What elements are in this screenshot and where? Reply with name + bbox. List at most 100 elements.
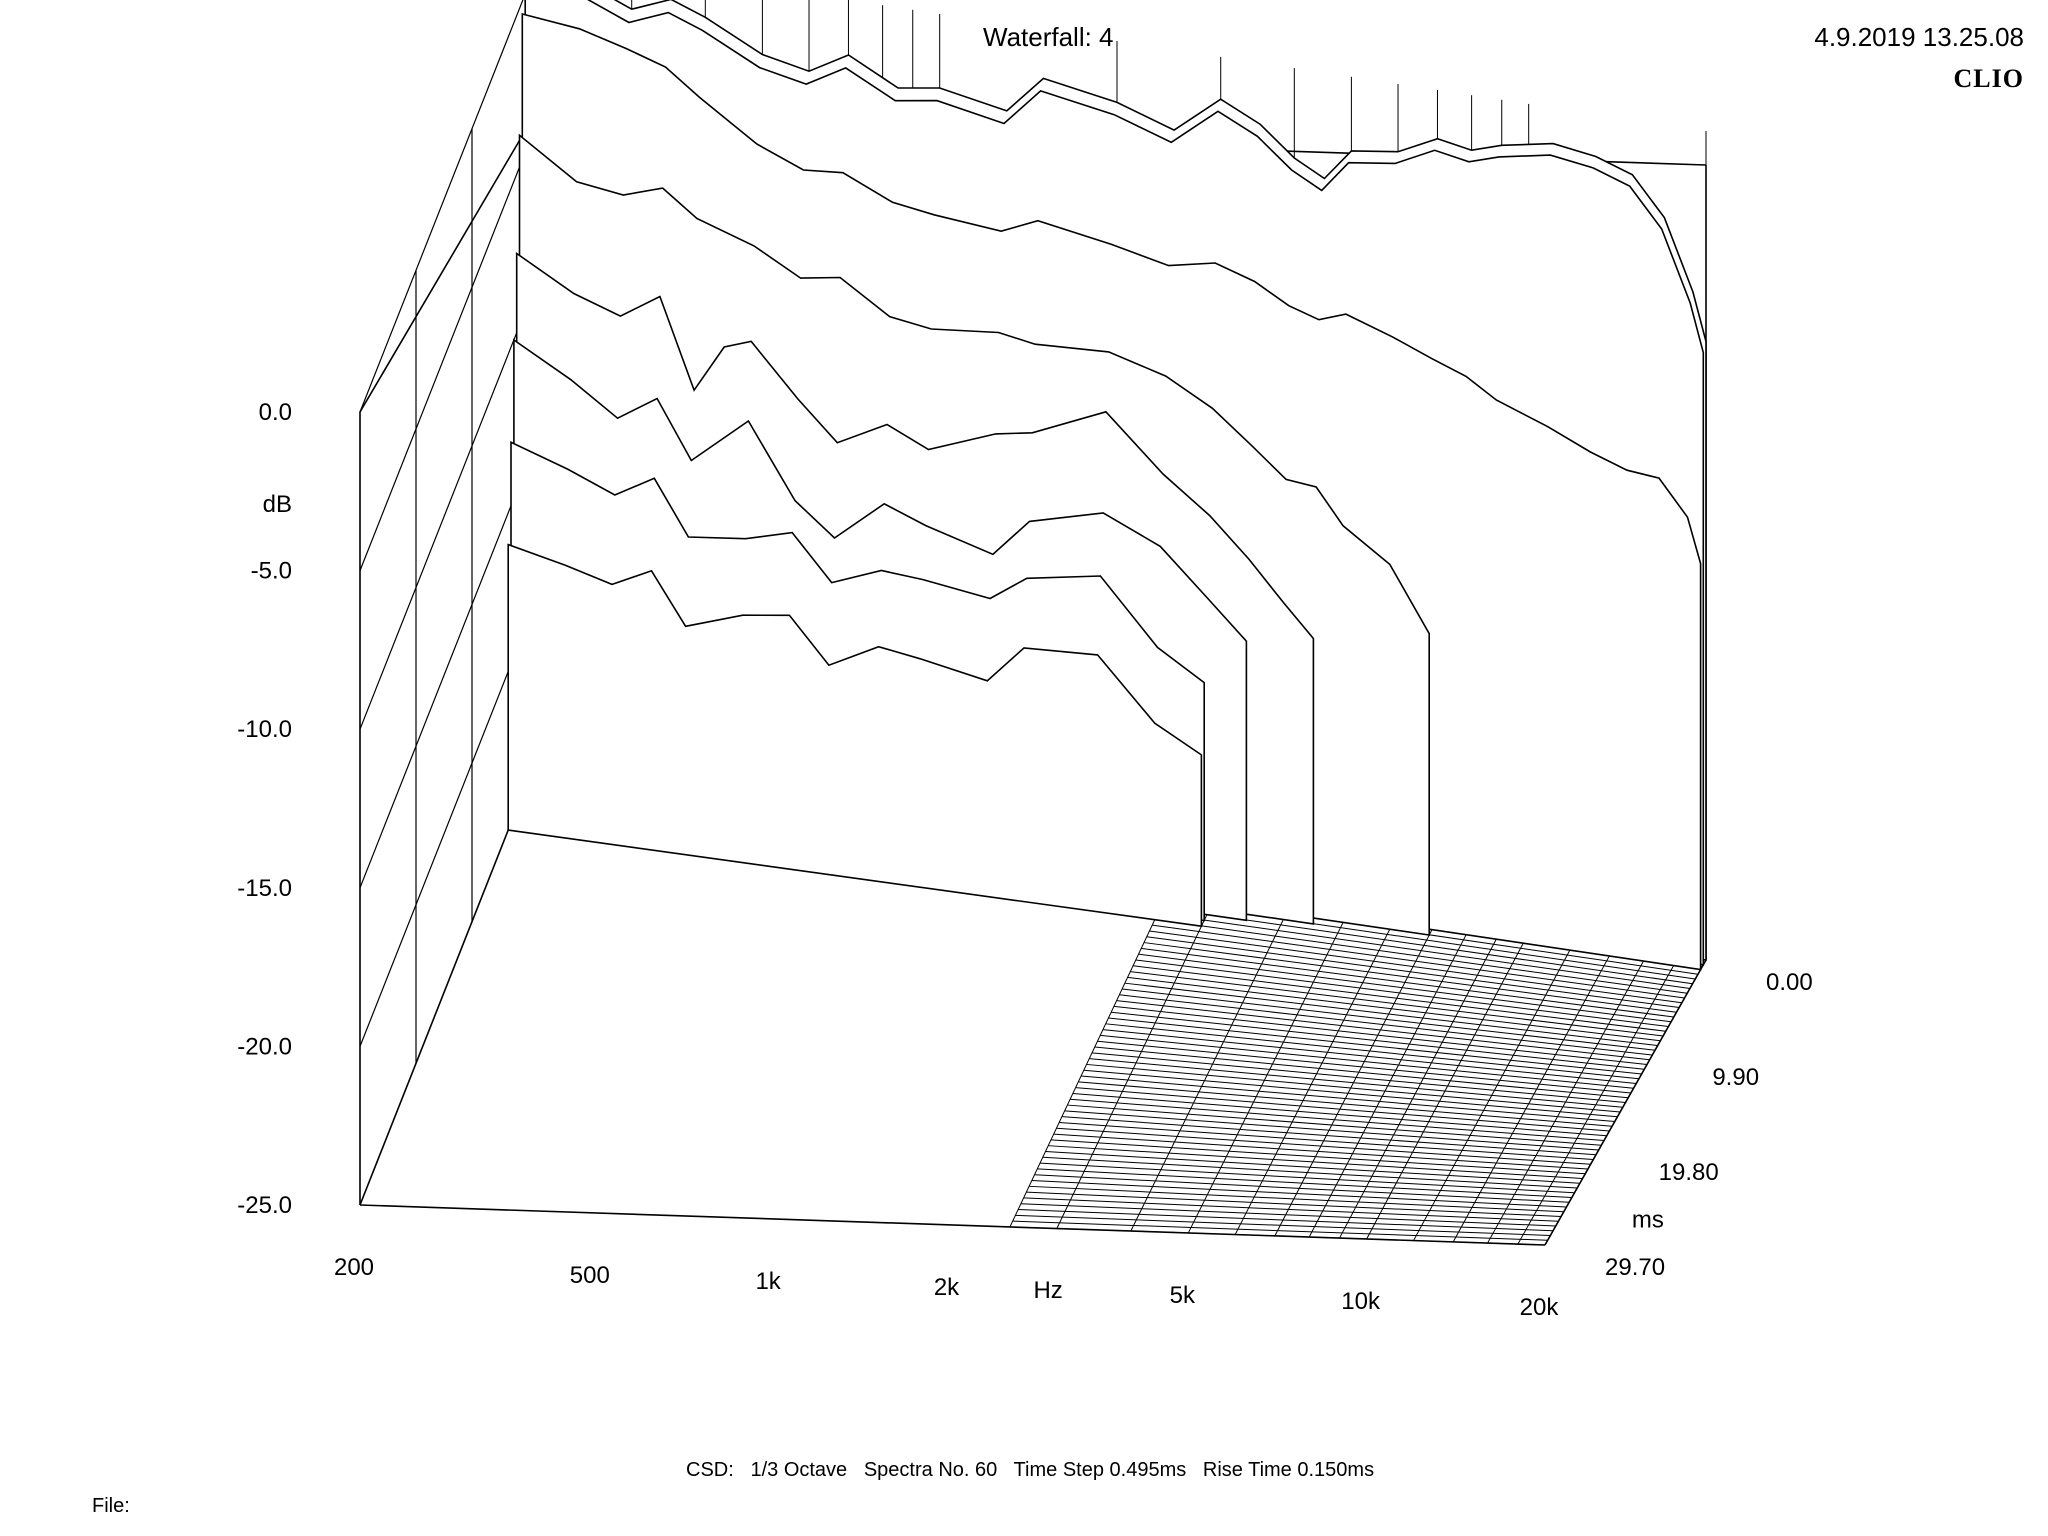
floor-time-line: [1086, 1063, 1621, 1113]
floor-time-line: [1100, 1034, 1634, 1089]
floor-time-line: [1102, 1029, 1637, 1084]
floor-time-line: [1138, 953, 1672, 1023]
x-tick-label: 500: [570, 1262, 610, 1289]
y-gridline: [359, 303, 529, 730]
x-tick-label: 200: [334, 1254, 374, 1281]
floor-time-line: [1042, 1156, 1578, 1189]
floor-freq-line: [1009, 878, 1175, 1228]
x-tick-label: 10k: [1341, 1288, 1381, 1315]
floor-freq-line: [1517, 955, 1680, 1245]
floor-time-line: [1050, 1139, 1586, 1175]
floor-freq-line: [1130, 896, 1295, 1232]
chart-title: Waterfall: 4: [983, 22, 1114, 52]
y-gridline: [359, 145, 529, 571]
floor-time-line: [1018, 1209, 1554, 1232]
floor-freq-line: [1544, 959, 1707, 1246]
y-tick-label: -10.0: [237, 716, 292, 743]
floor-time-line: [1094, 1046, 1629, 1099]
z-axis-label: ms: [1632, 1207, 1664, 1234]
floor-time-line: [1059, 1121, 1594, 1160]
y-gridlines: [359, 0, 529, 1064]
floor-time-line: [1160, 907, 1693, 985]
y-tick-label: -25.0: [237, 1192, 292, 1219]
floor-time-line: [1124, 982, 1658, 1046]
floor-time-line: [1067, 1104, 1602, 1146]
z-tick-label: 29.70: [1605, 1254, 1665, 1281]
floor-time-line: [1023, 1197, 1559, 1222]
floor-time-line: [1045, 1150, 1580, 1184]
y-tick-label: 0.0: [259, 399, 292, 426]
floor-time-line: [1132, 965, 1666, 1032]
floor-time-line: [1149, 930, 1682, 1004]
floor-time-line: [1053, 1133, 1588, 1170]
floor-time-line: [1072, 1092, 1607, 1137]
spectrum-line: [507, 543, 1203, 928]
floor-time-line: [1105, 1023, 1639, 1080]
z-tick-label: 0.00: [1766, 969, 1813, 996]
y-axis-label: dB: [263, 491, 292, 518]
y-tick-label: -20.0: [237, 1033, 292, 1060]
floor-time-line: [1056, 1127, 1591, 1165]
floor-time-line: [1020, 1203, 1556, 1227]
floor-freq-line: [1339, 928, 1503, 1239]
floor-front-left: [359, 779, 529, 1206]
floor-freq-line: [1187, 905, 1352, 1234]
x-tick-label: 20k: [1520, 1294, 1560, 1321]
floor-time-line: [1143, 942, 1677, 1013]
y-gridline: [359, 0, 524, 413]
floor-time-line: [1048, 1145, 1583, 1179]
floor-time-line: [1113, 1005, 1648, 1065]
floor-time-line: [1039, 1162, 1575, 1194]
floor-freq-line: [1056, 885, 1222, 1229]
floor-time-line: [1157, 913, 1690, 989]
floor-time-line: [1061, 1116, 1597, 1156]
floor-freq-line: [1487, 951, 1650, 1244]
floor-time-line: [1031, 1180, 1567, 1208]
floor-time-line: [1009, 1226, 1546, 1246]
floor-time-line: [1070, 1098, 1605, 1141]
file-label: File:: [92, 1495, 130, 1517]
floor-time-line: [1127, 976, 1661, 1042]
floor-time-line: [1130, 971, 1664, 1037]
floor-time-line: [1026, 1191, 1562, 1217]
floor-time-line: [1108, 1017, 1642, 1075]
axis-labels: 0.0 -5.0 -10.0 -15.0 -20.0 -25.0 dB 200 500 1k 2k 5…: [237, 399, 1812, 1321]
floor-time-line: [1089, 1058, 1623, 1108]
z-tick-label: 9.90: [1712, 1064, 1759, 1091]
floor-time-line: [1037, 1168, 1572, 1198]
floor-freq-line: [1234, 912, 1399, 1235]
floor-time-line: [1075, 1087, 1610, 1132]
spectra: [507, 0, 1707, 971]
floor-time-line: [1135, 959, 1669, 1027]
floor-freq-line: [1274, 918, 1438, 1237]
y-gridline: [359, 621, 529, 1047]
y-tick-label: -15.0: [237, 875, 292, 902]
floor-time-line: [1152, 924, 1685, 999]
x-tick-label: 2k: [934, 1274, 960, 1301]
floor-time-line: [1146, 936, 1680, 1008]
floor-time-line: [1078, 1081, 1613, 1127]
y-tick-label: -5.0: [251, 558, 292, 585]
floor-time-line: [1012, 1220, 1548, 1241]
floor-time-line: [1081, 1075, 1615, 1122]
floor-time-line: [1034, 1174, 1570, 1203]
floor-time-line: [1064, 1110, 1599, 1151]
floor-time-line: [1122, 988, 1656, 1051]
floor-time-line: [1111, 1011, 1645, 1070]
brand-logo: CLIO: [1953, 64, 2024, 93]
y-gridline: [359, 462, 529, 889]
x-axis-label: Hz: [1033, 1277, 1062, 1304]
floor-freq-line: [1308, 923, 1473, 1238]
csd-settings: CSD: 1/3 Octave Spectra No. 60 Time Step…: [686, 1459, 1375, 1481]
floor-time-line: [1154, 918, 1688, 994]
z-tick-label: 19.80: [1659, 1159, 1719, 1186]
floor-time-line: [1097, 1040, 1631, 1094]
x-tick-label: 5k: [1170, 1282, 1196, 1309]
floor-time-line: [1015, 1214, 1551, 1236]
floor-time-line: [1029, 1185, 1564, 1213]
floor-freq-line: [1452, 945, 1616, 1243]
timestamp: 4.9.2019 13.25.08: [1814, 22, 2024, 52]
floor-freq-line: [1413, 939, 1576, 1241]
floor-time-line: [1116, 1000, 1650, 1061]
